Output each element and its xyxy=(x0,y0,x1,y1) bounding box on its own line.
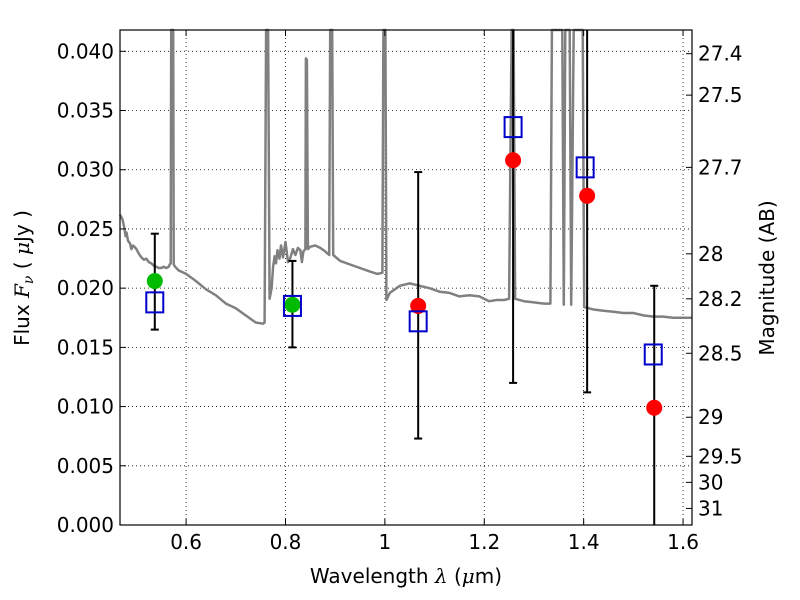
y-tick-label: 0.030 xyxy=(57,158,114,182)
y-tick-label: 0.000 xyxy=(57,513,114,537)
data-point-square xyxy=(643,343,663,366)
data-point-square xyxy=(575,156,595,179)
x-tick-label: 0.8 xyxy=(270,530,302,554)
spectrum-line xyxy=(118,28,692,325)
x-tick-label: 1.2 xyxy=(468,530,500,554)
data-point-square xyxy=(408,310,428,333)
y2-axis-label: Magnitude (AB) xyxy=(755,200,779,355)
axis-ticks: 0.6 0.8 1 1.2 1.4 1.6 0.000 0.005 0.010 0.015 0.02… xyxy=(57,30,743,554)
y2-tick-label: 30 xyxy=(698,470,723,494)
y2-tick-label: 29.5 xyxy=(698,444,743,468)
y-axis-label: Flux Fν ( μJy ) xyxy=(10,210,37,346)
x-tick-label: 0.6 xyxy=(170,530,202,554)
x-tick-label: 1 xyxy=(379,530,392,554)
x-tick-label: 1.4 xyxy=(568,530,600,554)
data-point-circle xyxy=(146,273,163,290)
data-point-circle xyxy=(284,296,301,313)
y2-tick-label: 28.2 xyxy=(698,287,743,311)
y-tick-label: 0.020 xyxy=(57,276,114,300)
y-tick-label: 0.040 xyxy=(57,39,114,63)
data-point-circle xyxy=(579,187,596,204)
y2-tick-label: 31 xyxy=(698,496,723,520)
data-markers xyxy=(145,116,663,416)
plot-frame xyxy=(119,29,693,526)
y2-tick-label: 27.7 xyxy=(698,155,743,179)
y2-tick-label: 27.5 xyxy=(698,83,743,107)
data-point-square xyxy=(145,291,165,314)
y2-tick-label: 27.4 xyxy=(698,42,743,66)
x-axis-label: Wavelength λ (μm) xyxy=(310,564,502,588)
y2-tick-label: 29 xyxy=(698,405,723,429)
y-tick-label: 0.025 xyxy=(57,217,114,241)
grid-lines xyxy=(120,30,692,526)
data-point-square xyxy=(282,294,302,317)
data-point-square xyxy=(503,116,523,139)
y2-tick-label: 28.5 xyxy=(698,341,743,365)
x-tick-label: 1.6 xyxy=(667,530,699,554)
y-tick-label: 0.035 xyxy=(57,99,114,123)
data-point-circle xyxy=(505,152,522,169)
data-point-circle xyxy=(410,297,427,314)
y-tick-label: 0.015 xyxy=(57,335,114,359)
y-tick-label: 0.005 xyxy=(57,454,114,478)
y-tick-label: 0.010 xyxy=(57,395,114,419)
template-spectrum xyxy=(118,28,692,325)
data-point-circle xyxy=(646,399,663,416)
y2-tick-label: 28 xyxy=(698,242,723,266)
